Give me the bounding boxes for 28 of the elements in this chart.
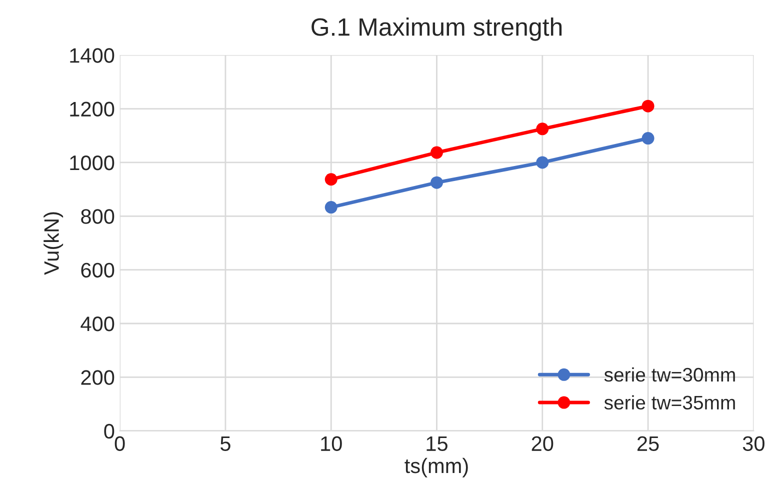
- y-tick-label: 400: [80, 316, 114, 332]
- point: [324, 201, 338, 214]
- legend-label: serie tw=30mm: [604, 367, 735, 382]
- point: [430, 146, 443, 159]
- point: [324, 173, 338, 186]
- y-tick-label: 600: [81, 262, 114, 278]
- x-tick-label: 25: [637, 436, 659, 452]
- chart-title: G.1 Maximum strength: [312, 18, 562, 41]
- x-tick-label: 20: [532, 436, 554, 452]
- y-tick-label: 1200: [70, 102, 114, 117]
- point: [536, 156, 549, 169]
- x-axis-title: ts(mm): [404, 458, 468, 478]
- y-axis-title: Vu(kN): [44, 212, 64, 275]
- y-tick-label: 1400: [70, 48, 114, 63]
- x-tick-label: 5: [220, 436, 230, 452]
- y-tick-label: 0: [104, 424, 114, 439]
- x-tick-label: 30: [742, 436, 764, 452]
- x-tick-label: 10: [321, 436, 342, 452]
- y-tick-label: 1000: [70, 155, 114, 170]
- x-tick-label: 15: [426, 436, 448, 452]
- y-tick-label: 800: [81, 209, 114, 224]
- y-tick-label: 200: [81, 370, 114, 385]
- point: [536, 122, 549, 136]
- point: [642, 100, 654, 112]
- legend-label: serie tw=35mm: [604, 395, 735, 410]
- x-tick-label: 0: [114, 436, 125, 452]
- point: [430, 176, 443, 189]
- point: [642, 132, 654, 145]
